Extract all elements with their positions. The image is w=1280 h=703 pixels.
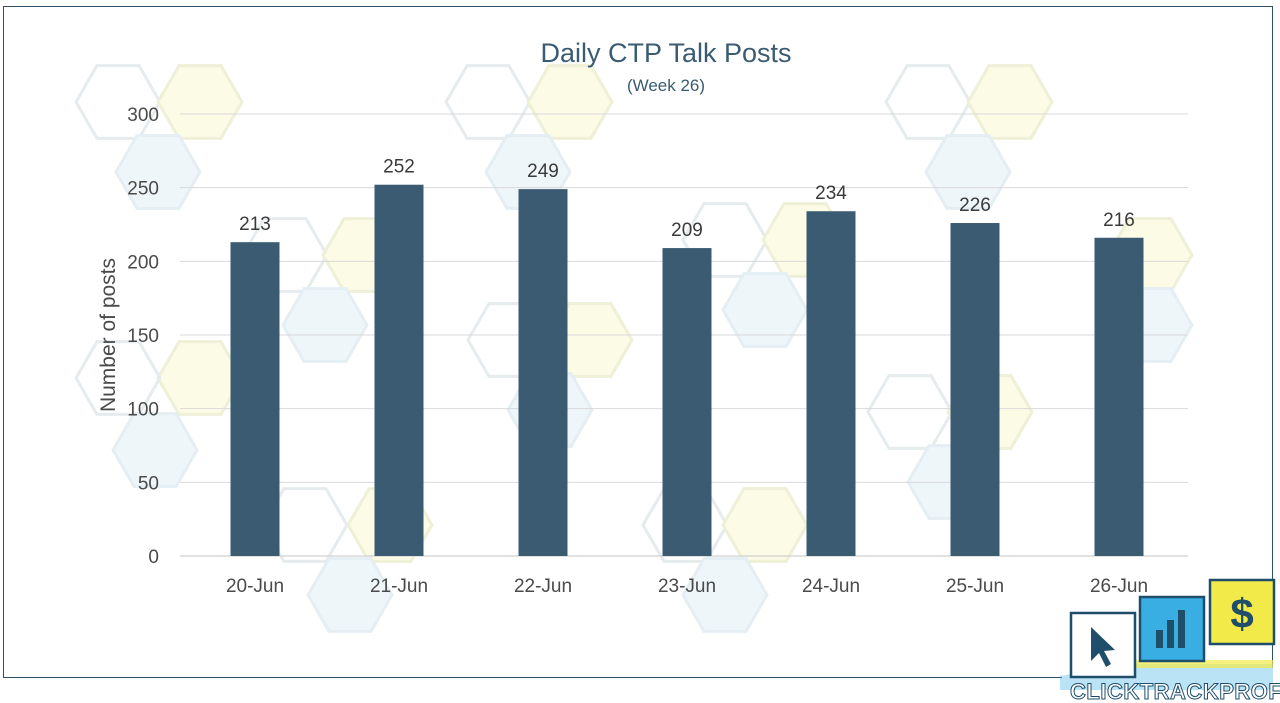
bar [230, 242, 280, 556]
logo-cursor-box [1069, 611, 1137, 679]
watermark-hexagon [306, 557, 394, 633]
watermark-hexagon [866, 374, 954, 450]
chart-subtitle: (Week 26) [627, 76, 705, 95]
data-label: 209 [671, 220, 703, 241]
y-tick-label: 200 [127, 252, 159, 273]
bar [950, 223, 1000, 556]
data-label: 252 [383, 157, 415, 178]
watermark-hexagon [281, 287, 369, 363]
y-tick-label: 250 [127, 179, 159, 200]
data-labels: 213 252 249 209 234 226 216 [239, 157, 1135, 241]
x-tick-label: 21-Jun [370, 576, 428, 597]
dollar-icon: $ [1230, 590, 1253, 637]
watermark-hexagon [156, 64, 244, 140]
watermark-hexagon [111, 412, 199, 488]
data-label: 216 [1103, 210, 1135, 231]
x-tick-label: 23-Jun [658, 576, 716, 597]
y-tick-label: 50 [138, 473, 159, 494]
data-label: 213 [239, 214, 271, 235]
y-tick-label: 0 [148, 547, 159, 568]
cursor-icon [1091, 627, 1115, 667]
x-axis-ticks: 20-Jun 21-Jun 22-Jun 23-Jun 24-Jun 25-Jun 26-J… [226, 576, 1148, 597]
data-label: 249 [527, 161, 559, 182]
chart-title: Daily CTP Talk Posts [540, 38, 791, 68]
logo-wordmark: CLICKTRACKPROFIT [1070, 679, 1280, 703]
y-tick-label: 150 [127, 326, 159, 347]
bars [230, 184, 1144, 557]
watermark-hexagon [444, 64, 532, 140]
watermark-hexagon [681, 557, 769, 633]
data-label: 234 [815, 183, 847, 204]
watermark-hexagon [924, 134, 1012, 210]
x-tick-label: 22-Jun [514, 576, 572, 597]
y-tick-label: 300 [127, 105, 159, 126]
brand-logo: $ CLICKTRACKPROFIT [1060, 578, 1280, 703]
bar-chart-icon [1156, 610, 1185, 648]
watermark-hexagon [721, 487, 809, 563]
watermark-hexagon [114, 134, 202, 210]
y-axis-title: Number of posts [97, 258, 120, 412]
y-axis-ticks: 0 50 100 150 200 250 300 [127, 105, 159, 568]
watermark-hexagon [74, 64, 162, 140]
logo-chart-box [1138, 595, 1206, 663]
logo-dollar-box: $ [1208, 578, 1276, 646]
bar [662, 248, 712, 556]
watermark-hexagon [884, 64, 972, 140]
watermark-hexagon [526, 64, 614, 140]
x-tick-label: 24-Jun [802, 576, 860, 597]
bar [1094, 237, 1144, 556]
watermark-hexagon [966, 64, 1054, 140]
x-tick-label: 25-Jun [946, 576, 1004, 597]
x-tick-label: 20-Jun [226, 576, 284, 597]
bar [806, 211, 856, 557]
bar [374, 184, 424, 556]
y-tick-label: 100 [127, 400, 159, 421]
data-label: 226 [959, 195, 991, 216]
watermark-hexagon [156, 340, 244, 416]
x-tick-label: 26-Jun [1090, 576, 1148, 597]
watermark-hexagon [74, 340, 162, 416]
bar [518, 189, 568, 556]
watermark-hexagon [721, 272, 809, 348]
